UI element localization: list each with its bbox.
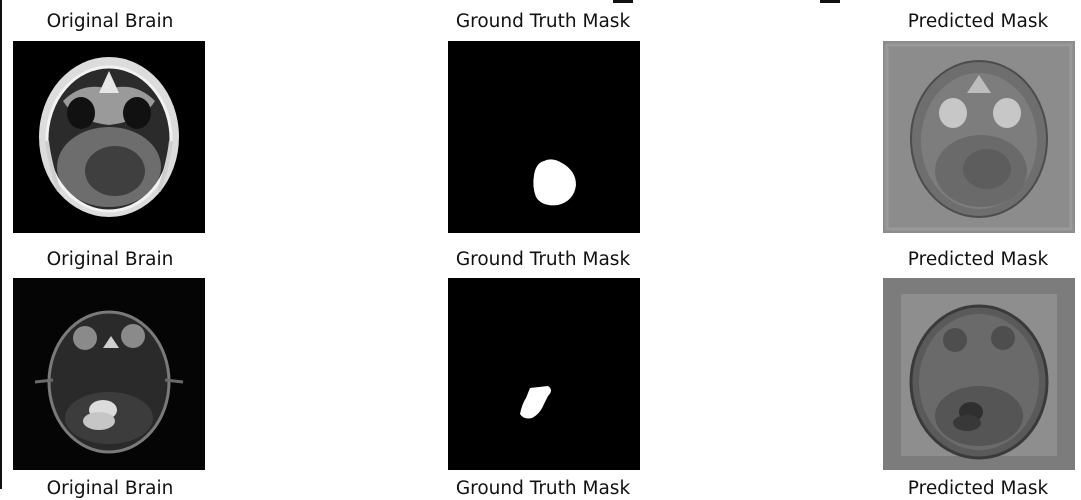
predicted-mask-title: Predicted Mask	[907, 249, 1049, 270]
clipped-title-fragment	[820, 0, 840, 3]
predicted-mask-title: Predicted Mask	[907, 11, 1049, 32]
ground-truth-mask-image	[448, 41, 640, 233]
predicted-mask-title-clipped: Predicted Mask	[907, 478, 1049, 499]
original-brain-title: Original Brain	[46, 249, 174, 270]
predicted-mask-image	[883, 278, 1075, 470]
ground-truth-title-clipped: Ground Truth Mask	[455, 478, 631, 499]
original-brain-image	[13, 278, 205, 470]
ground-truth-title: Ground Truth Mask	[455, 249, 631, 270]
predicted-mask-image	[883, 41, 1075, 233]
ground-truth-title: Ground Truth Mask	[455, 11, 631, 32]
original-brain-title-clipped: Original Brain	[46, 478, 174, 499]
original-brain-title: Original Brain	[46, 11, 174, 32]
clipped-title-fragment	[613, 0, 633, 3]
segmentation-figure: Original Brain Ground Truth Mask Predict…	[13, 11, 1075, 499]
ground-truth-mask-image	[448, 278, 640, 470]
original-brain-image	[13, 41, 205, 233]
figure-left-border	[0, 0, 2, 489]
